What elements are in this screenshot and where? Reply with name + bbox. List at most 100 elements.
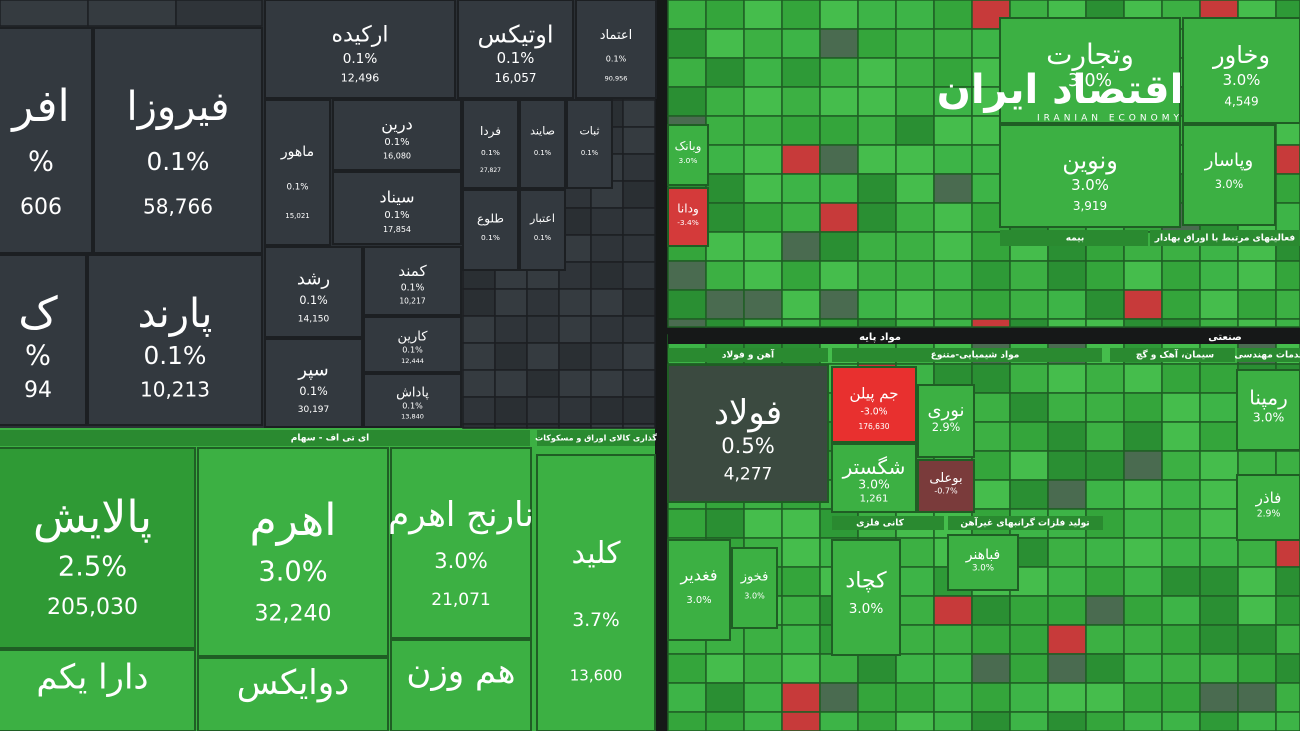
cell — [590, 234, 624, 263]
cell — [933, 0, 973, 30]
tile-name: رمپنا — [1249, 385, 1288, 410]
tile-volume: 17,854 — [383, 225, 411, 234]
cell — [1085, 421, 1125, 452]
cell — [1085, 363, 1125, 394]
cell — [933, 595, 973, 626]
tile-change: 2.9% — [1257, 509, 1281, 520]
cell — [971, 624, 1011, 655]
tile-volume: 3,919 — [1073, 199, 1107, 213]
cell — [971, 289, 1011, 320]
tile-name: سیناد — [379, 187, 414, 206]
cell — [895, 624, 935, 655]
cell — [705, 508, 745, 539]
tile-name: فیروزا — [126, 84, 229, 130]
tile-box — [457, 0, 574, 99]
tile-change: 3.0% — [1253, 410, 1285, 425]
cell — [667, 653, 707, 684]
cell — [1009, 624, 1049, 655]
tile: ماهور 0.1% 15,021 — [264, 99, 331, 246]
tile-name: وبانک — [675, 139, 702, 154]
cell — [590, 288, 624, 317]
cell — [781, 653, 821, 684]
tile-name: کارین — [398, 329, 429, 344]
cell — [705, 202, 745, 233]
tile: درین 0.1% 16,080 — [332, 99, 462, 171]
cell — [667, 260, 707, 291]
cell — [857, 653, 897, 684]
tile-name: بوعلی — [929, 471, 962, 486]
tile-box — [462, 99, 519, 189]
cell — [590, 342, 624, 371]
cell — [781, 318, 821, 328]
cell — [1275, 624, 1300, 655]
cell — [895, 202, 935, 233]
cell — [1275, 260, 1300, 291]
cell — [781, 144, 821, 175]
cell — [1161, 450, 1201, 481]
tile-box — [264, 0, 456, 99]
tile-box — [667, 364, 829, 503]
cell — [1237, 318, 1277, 328]
cell — [1085, 566, 1125, 597]
tile-name: کمند — [398, 262, 427, 280]
cell — [526, 396, 560, 425]
tile-name: شگستر — [842, 455, 906, 479]
cell — [1275, 289, 1300, 320]
tile-name: نوری — [927, 400, 964, 421]
cell — [895, 57, 935, 88]
cell — [1161, 566, 1201, 597]
cell — [1123, 450, 1163, 481]
tile-box — [93, 27, 263, 254]
cell — [895, 289, 935, 320]
cell — [667, 57, 707, 88]
cell — [971, 450, 1011, 481]
cell — [971, 479, 1011, 510]
cell — [705, 144, 745, 175]
tile: کلید 3.7% 13,600 — [536, 454, 656, 731]
cell — [895, 682, 935, 713]
section-header-bar — [948, 516, 1103, 530]
tile-volume: 4,549 — [1224, 95, 1258, 109]
cell — [622, 153, 656, 182]
tile-volume: 14,150 — [298, 315, 330, 325]
cell — [933, 173, 973, 204]
cell — [705, 115, 745, 146]
cell — [1199, 260, 1239, 291]
tile-change: -3.4% — [677, 218, 699, 227]
section-header: بیمه — [1066, 234, 1085, 244]
tile-box — [264, 246, 363, 338]
section-header: سیمان، آهک و گچ — [1136, 349, 1214, 361]
tile-change: 0.1% — [606, 54, 627, 63]
tile-box — [667, 124, 709, 186]
cell — [622, 234, 656, 263]
cell — [1237, 682, 1277, 713]
cell — [1199, 508, 1239, 539]
tile-change: 0.1% — [147, 147, 210, 176]
cell — [819, 653, 859, 684]
cell — [1199, 318, 1239, 328]
cell — [622, 261, 656, 290]
tile-name: سپر — [297, 360, 328, 381]
cell — [590, 396, 624, 425]
tile-box — [264, 338, 363, 428]
section-header: آهن و فولاد — [722, 349, 775, 361]
cell — [781, 289, 821, 320]
cell — [1085, 624, 1125, 655]
tile-box — [390, 639, 532, 731]
cell — [895, 260, 935, 291]
cell — [667, 86, 707, 117]
tile-change: 0.1% — [401, 282, 425, 293]
cell — [1199, 363, 1239, 394]
cell — [526, 423, 560, 429]
cell — [622, 288, 656, 317]
tile: طلوع 0.1% — [462, 189, 519, 271]
cell — [971, 318, 1011, 328]
cell — [1161, 682, 1201, 713]
tile-name: دوایکس — [237, 663, 350, 703]
section-header-bar — [668, 348, 828, 362]
cell — [743, 86, 783, 117]
cell — [1199, 682, 1239, 713]
tile-name: ونوین — [1062, 147, 1118, 175]
cell — [526, 342, 560, 371]
